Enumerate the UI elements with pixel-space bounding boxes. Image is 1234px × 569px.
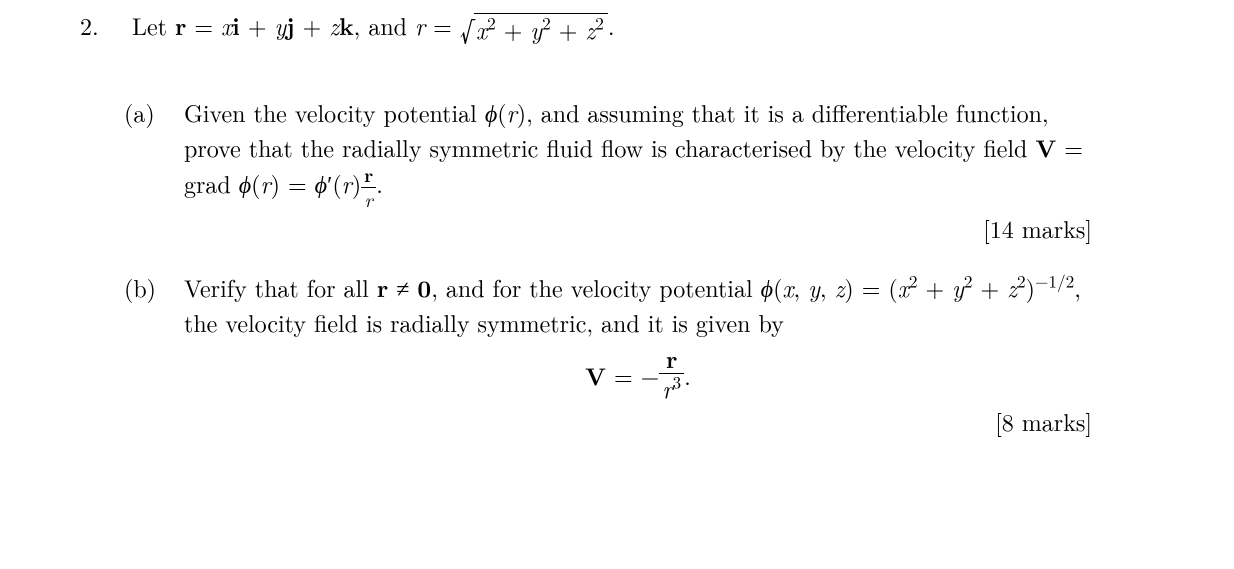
page: 2. Let r = xi + yj + zk, and r = √x2 + y… xyxy=(0,0,1234,439)
part-a-body: Given the velocity potential ϕ(r), and a… xyxy=(184,95,1092,246)
problem-setup: Let r = xi + yj + zk, and r = √x2 + y2 +… xyxy=(132,8,1142,47)
part-b-equation: V = −rr3. xyxy=(184,346,1092,400)
part-a-marks: [14 marks] xyxy=(184,211,1092,246)
parts-list: (a) Given the velocity potential ϕ(r), a… xyxy=(80,95,1144,439)
part-b-body: Verify that for all r ≠ 0, and for the v… xyxy=(184,270,1092,439)
part-a-text: Given the velocity potential ϕ(r), and a… xyxy=(184,95,1083,201)
part-b-marks: [8 marks] xyxy=(184,404,1092,439)
problem-2: 2. Let r = xi + yj + zk, and r = √x2 + y… xyxy=(80,8,1144,439)
part-b-text: Verify that for all r ≠ 0, and for the v… xyxy=(184,270,1081,340)
part-a: (a) Given the velocity potential ϕ(r), a… xyxy=(124,95,1144,246)
part-b: (b) Verify that for all r ≠ 0, and for t… xyxy=(124,270,1144,439)
part-a-label: (a) xyxy=(124,95,176,130)
part-b-label: (b) xyxy=(124,270,176,305)
problem-number: 2. xyxy=(80,8,124,43)
